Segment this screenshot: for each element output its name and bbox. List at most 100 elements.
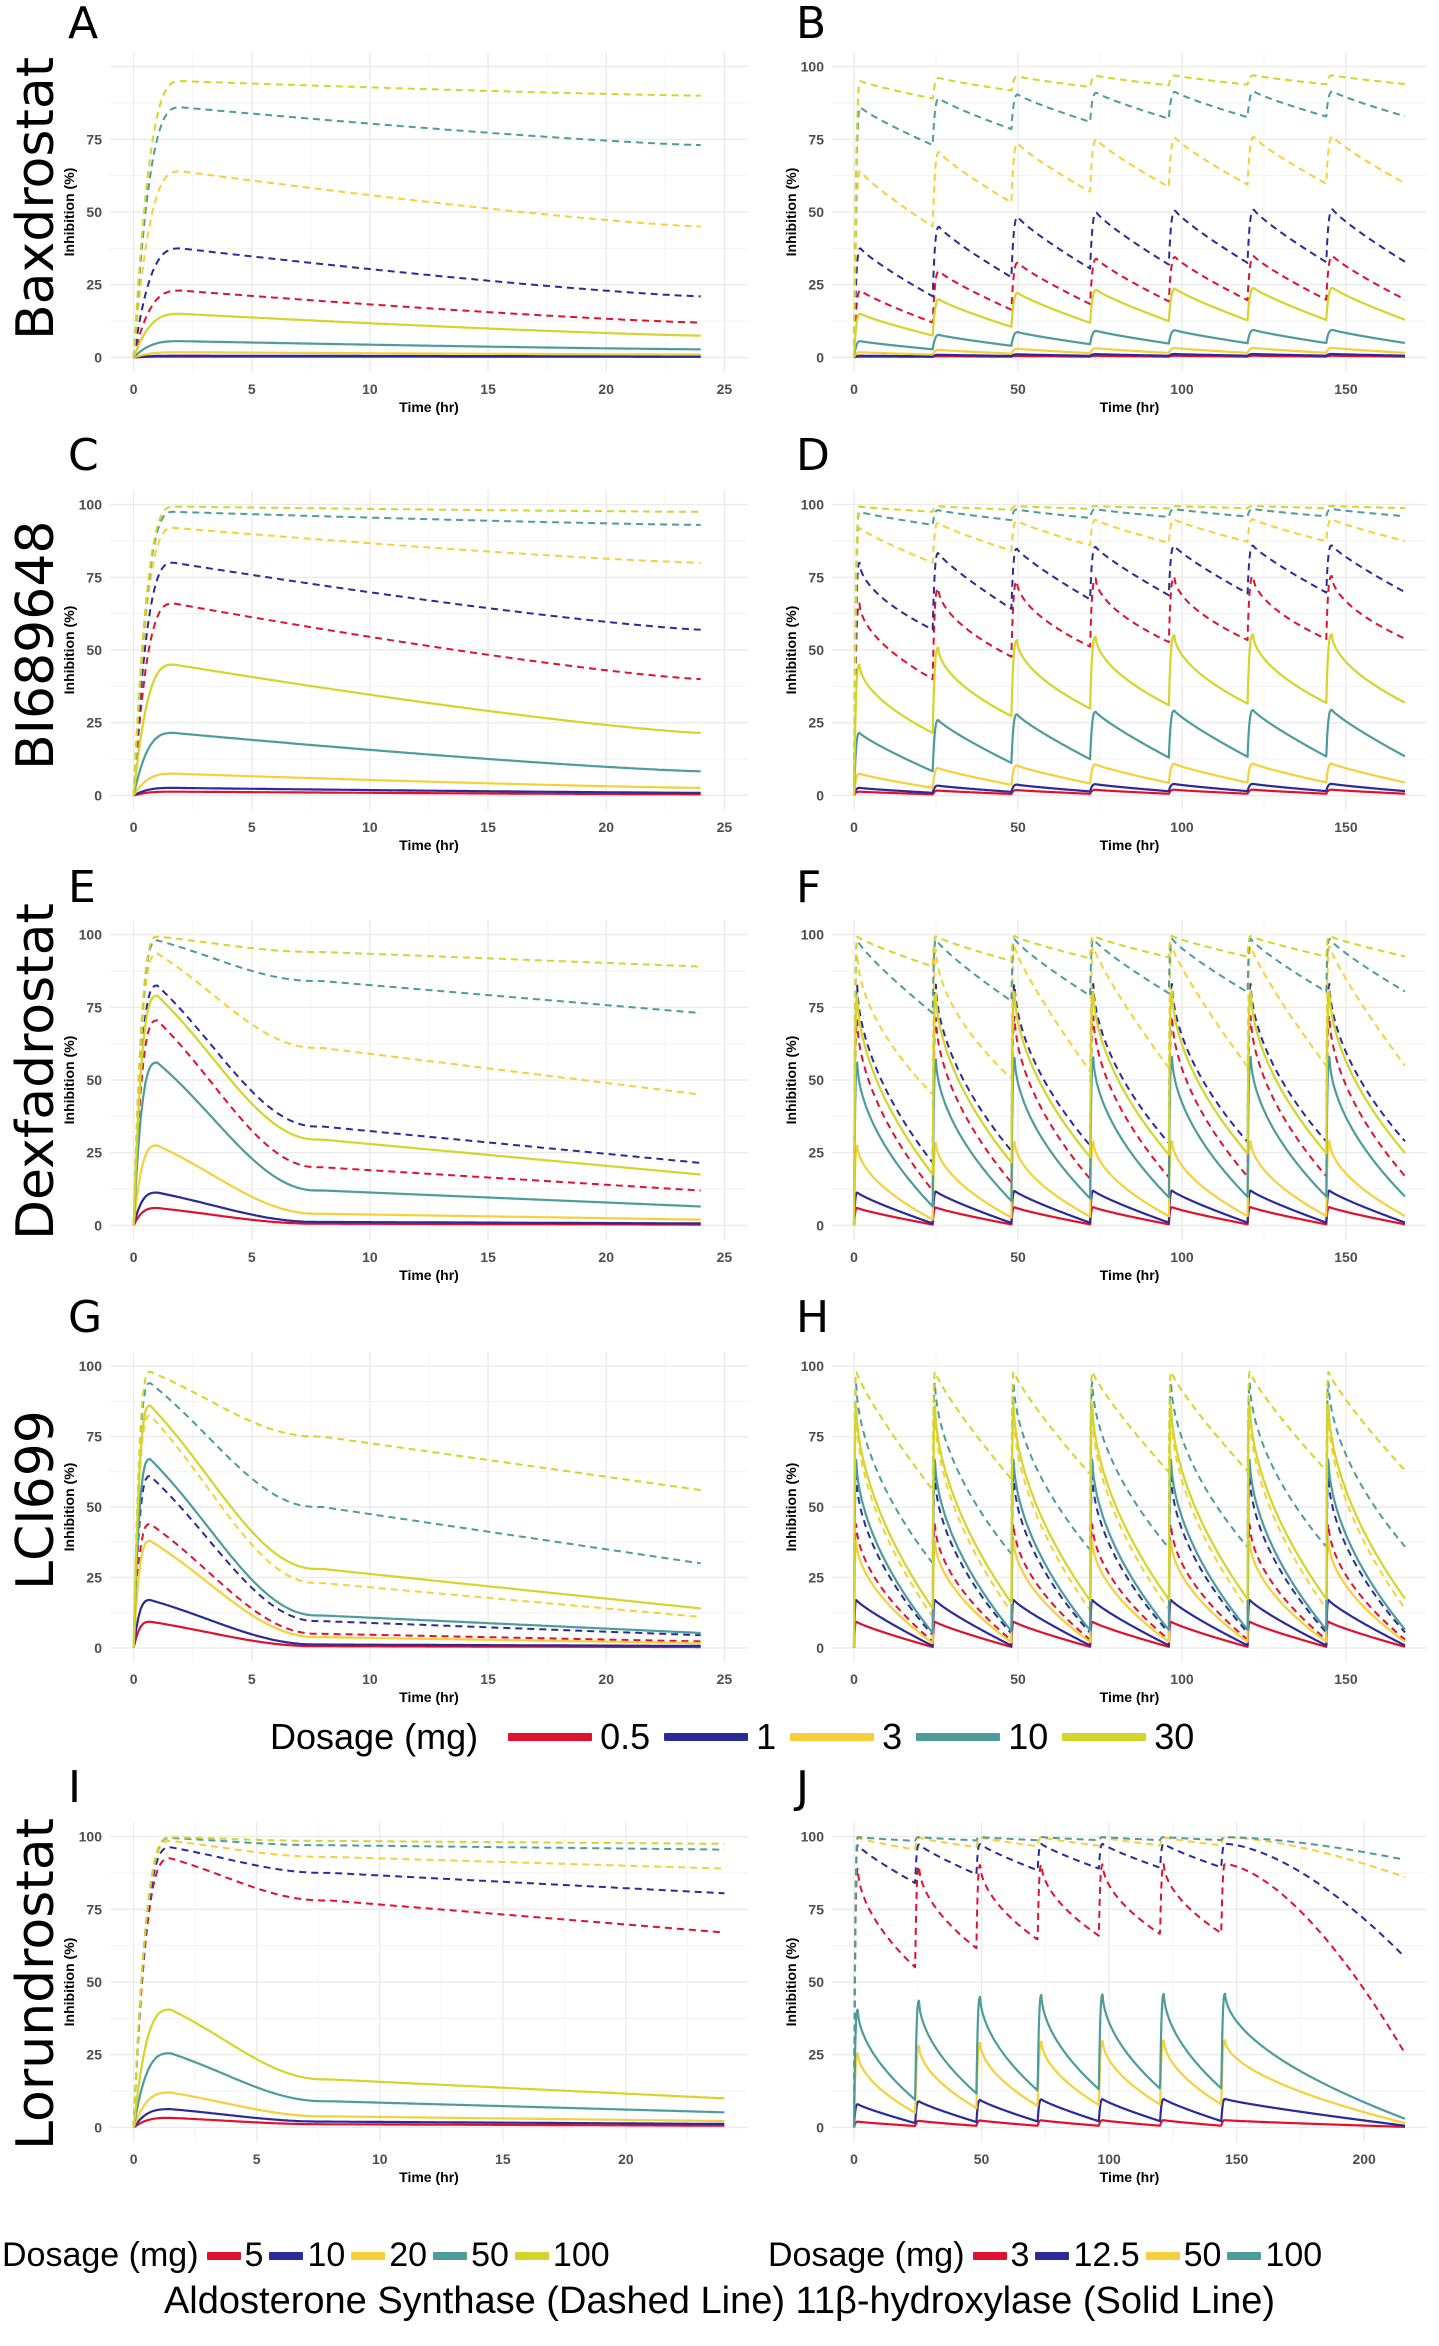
hydroxylase-line-3mg — [852, 346, 1406, 358]
y-tick-label: 100 — [79, 927, 103, 943]
x-tick-label: 15 — [480, 819, 496, 835]
hydroxylase-line-0_5mg — [852, 1206, 1406, 1226]
legend-label: 10 — [307, 2236, 346, 2274]
legend-title: Dosage (mg) — [768, 2236, 965, 2274]
legend-key-3 — [790, 1733, 875, 1741]
x-tick-label: 25 — [717, 1671, 733, 1687]
y-tick-label: 0 — [816, 2119, 824, 2135]
hydroxylase-line-50mg — [132, 2052, 725, 2128]
y-tick-label: 75 — [808, 1429, 824, 1445]
aldosterone-synthase-line-3mg — [853, 518, 1406, 796]
row-label-lorundrostat: Lorundrostat — [6, 1818, 66, 2150]
hydroxylase-line-1mg — [852, 1599, 1406, 1648]
x-tick-label: 15 — [480, 1671, 496, 1687]
hydroxylase-line-0_5mg — [132, 1206, 701, 1226]
panel-letter-j: J — [796, 1762, 809, 1813]
x-tick-label: 150 — [1334, 381, 1358, 397]
x-tick-label: 0 — [850, 381, 858, 397]
x-axis-label: Time (hr) — [1100, 2169, 1160, 2185]
legend-label: 3 — [882, 1716, 903, 1757]
hydroxylase-line-10mg — [852, 328, 1406, 358]
y-tick-label: 0 — [816, 349, 824, 365]
hydroxylase-line-3mg — [132, 772, 701, 797]
chart-panel-i: 0 25 50 75 100 0 5 10 15 20 Time (hr) Inhibition (%… — [61, 1822, 748, 2185]
x-tick-label: 20 — [598, 381, 614, 397]
legend-label: 10 — [1008, 1716, 1049, 1757]
legend-key-0_5 — [508, 1733, 593, 1741]
panel-letter-a: A — [68, 0, 99, 49]
aldosterone-synthase-line-10mg — [132, 1382, 701, 1648]
gridlines — [832, 1352, 1427, 1662]
hydroxylase-line-3mg — [132, 1144, 701, 1226]
aldosterone-synthase-line-0_5mg — [853, 1523, 1406, 1648]
x-axis-label: Time (hr) — [1100, 1689, 1160, 1705]
hydroxylase-line-1mg — [133, 354, 701, 359]
aldosterone-synthase-line-3mg — [853, 135, 1406, 358]
y-tick-label: 50 — [808, 1974, 824, 1990]
aldosterone-synthase-line-30mg — [853, 1371, 1406, 1648]
legend-label: 12.5 — [1073, 2236, 1140, 2274]
y-tick-label: 50 — [86, 204, 102, 220]
row-label-bi689648: BI689648 — [6, 520, 66, 770]
hydroxylase-line-30mg — [132, 663, 701, 796]
aldosterone-synthase-line-1mg — [132, 247, 701, 358]
x-axis-label: Time (hr) — [399, 1267, 459, 1283]
chart-panel-a: 0 25 50 75 0 5 10 15 20 25 Time (hr) Inhibition (%) — [61, 52, 748, 415]
aldosterone-synthase-line-30mg — [853, 74, 1406, 358]
hydroxylase-line-10mg — [852, 1055, 1406, 1226]
legend-title: Dosage (mg) — [2, 2236, 199, 2274]
hydroxylase-line-30mg — [852, 633, 1406, 796]
x-tick-label: 15 — [480, 381, 496, 397]
hydroxylase-line-1mg — [132, 1191, 701, 1226]
x-tick-label: 100 — [1097, 2151, 1121, 2167]
y-tick-label: 75 — [86, 1429, 102, 1445]
x-tick-label: 50 — [1010, 819, 1026, 835]
figure-caption: Aldosterone Synthase (Dashed Line) 11β-h… — [163, 2280, 1276, 2322]
x-tick-label: 10 — [372, 2151, 388, 2167]
y-tick-label: 0 — [816, 1217, 824, 1233]
x-tick-label: 0 — [850, 2151, 858, 2167]
aldosterone-synthase-line-10mg — [853, 937, 1406, 1226]
y-axis-label: Inhibition (%) — [783, 1036, 799, 1125]
hydroxylase-line-0_5mg — [133, 790, 701, 797]
legend-key-10 — [269, 2251, 304, 2260]
hydroxylase-line-100mg — [852, 1992, 1406, 2128]
aldosterone-synthase-line-3mg — [132, 952, 701, 1226]
y-tick-label: 50 — [86, 1499, 102, 1515]
y-tick-label: 100 — [801, 1358, 825, 1374]
x-tick-label: 150 — [1334, 1249, 1358, 1265]
hydroxylase-line-10mg — [132, 731, 701, 796]
x-tick-label: 0 — [850, 819, 858, 835]
legend-label: 5 — [244, 2236, 264, 2274]
x-tick-label: 150 — [1334, 1671, 1358, 1687]
hydroxylase-line-30mg — [852, 1403, 1406, 1648]
hydroxylase-line-12_5mg — [852, 2097, 1406, 2128]
y-tick-label: 50 — [808, 1072, 824, 1088]
x-tick-label: 150 — [1225, 2151, 1249, 2167]
legend-label: 3 — [1010, 2236, 1030, 2274]
legend-key-3 — [972, 2251, 1007, 2260]
y-axis-label: Inhibition (%) — [61, 1938, 77, 2027]
y-tick-label: 25 — [86, 715, 102, 731]
x-tick-label: 5 — [248, 1671, 256, 1687]
chart-panel-d: 0 25 50 75 100 0 50 100 150 Time (hr) Inhibition (… — [783, 490, 1427, 853]
legend-dosage-lorundrostat-multiple: Dosage (mg) 3 12.5 50 100 — [768, 2236, 1322, 2275]
y-tick-label: 75 — [86, 569, 102, 585]
aldosterone-synthase-line-3mg — [132, 1414, 701, 1648]
hydroxylase-line-0_5mg — [853, 788, 1406, 796]
chart-panel-b: 0 25 50 75 100 0 50 100 150 Time (hr) Inhibition (… — [783, 52, 1427, 415]
legend-dosage-top: Dosage (mg) 0.5 1 3 10 30 — [270, 1716, 1194, 1758]
legend-label: 100 — [1265, 2236, 1323, 2274]
y-tick-label: 25 — [808, 1569, 824, 1585]
x-tick-label: 20 — [618, 2151, 634, 2167]
hydroxylase-line-30mg — [132, 312, 701, 358]
legend-key-10 — [916, 1733, 1001, 1741]
aldosterone-synthase-line-10mg — [132, 106, 701, 358]
hydroxylase-line-1mg — [132, 1598, 701, 1649]
hydroxylase-line-10mg — [852, 1458, 1406, 1648]
hydroxylase-line-10mg — [132, 1061, 701, 1226]
y-tick-label: 50 — [86, 642, 102, 658]
gridlines — [110, 920, 748, 1240]
y-tick-label: 100 — [801, 1829, 825, 1845]
x-tick-label: 200 — [1352, 2151, 1376, 2167]
